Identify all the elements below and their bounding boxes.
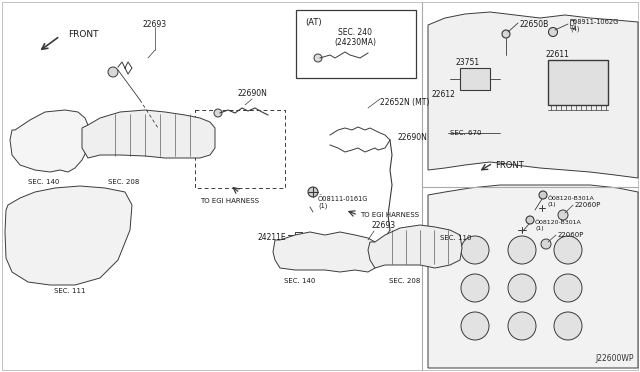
Circle shape — [554, 274, 582, 302]
Circle shape — [55, 146, 69, 160]
Circle shape — [50, 246, 70, 266]
Circle shape — [214, 109, 222, 117]
Text: FRONT: FRONT — [68, 30, 99, 39]
Text: (AT): (AT) — [305, 18, 322, 27]
Circle shape — [108, 67, 118, 77]
Circle shape — [526, 216, 534, 224]
Text: 23751: 23751 — [455, 58, 479, 67]
Text: J22600WP: J22600WP — [595, 354, 634, 363]
Polygon shape — [5, 186, 132, 285]
Text: 22060P: 22060P — [558, 232, 584, 238]
Circle shape — [50, 200, 70, 220]
Circle shape — [98, 210, 118, 230]
Text: FRONT: FRONT — [495, 160, 524, 170]
Circle shape — [25, 131, 39, 145]
Circle shape — [42, 157, 52, 167]
Circle shape — [25, 145, 39, 159]
Polygon shape — [10, 110, 90, 172]
Circle shape — [287, 257, 298, 267]
Circle shape — [554, 236, 582, 264]
Polygon shape — [428, 185, 638, 368]
Circle shape — [40, 126, 54, 140]
Circle shape — [461, 236, 489, 264]
Text: 22652N (MT): 22652N (MT) — [380, 98, 429, 107]
Polygon shape — [82, 110, 215, 158]
Text: TO EGI HARNESS: TO EGI HARNESS — [200, 198, 259, 204]
Text: Õ08120-B301A
(1): Õ08120-B301A (1) — [535, 220, 582, 231]
Text: 22650B: 22650B — [520, 20, 549, 29]
Circle shape — [508, 236, 536, 264]
Text: ⓝ: ⓝ — [570, 18, 576, 28]
Circle shape — [312, 257, 323, 269]
Circle shape — [75, 205, 95, 225]
Circle shape — [461, 312, 489, 340]
Circle shape — [502, 30, 510, 38]
Polygon shape — [273, 232, 378, 272]
Polygon shape — [428, 12, 638, 178]
Text: 22693: 22693 — [143, 20, 167, 29]
Text: SEC. 240
(24230MA): SEC. 240 (24230MA) — [334, 28, 376, 47]
Text: 22690N: 22690N — [237, 89, 267, 98]
Circle shape — [308, 187, 318, 197]
Circle shape — [539, 191, 547, 199]
Circle shape — [541, 239, 551, 249]
Bar — [296, 10, 416, 78]
Text: TO EGI HARNESS: TO EGI HARNESS — [360, 212, 419, 218]
Circle shape — [25, 205, 45, 225]
Circle shape — [25, 228, 45, 248]
Circle shape — [558, 210, 568, 220]
Circle shape — [50, 223, 70, 243]
Text: Õ08120-B301A
(1): Õ08120-B301A (1) — [548, 196, 595, 207]
Text: SEC. 670: SEC. 670 — [450, 130, 481, 136]
Text: 22693: 22693 — [372, 221, 396, 230]
Circle shape — [287, 243, 298, 253]
Text: 22612: 22612 — [432, 90, 456, 99]
Text: 24211E: 24211E — [257, 232, 286, 241]
Circle shape — [554, 312, 582, 340]
Text: 22611: 22611 — [545, 50, 569, 59]
Bar — [460, 68, 490, 90]
Text: 22690N: 22690N — [398, 134, 428, 142]
Text: SEC. 208: SEC. 208 — [389, 278, 420, 284]
Circle shape — [508, 274, 536, 302]
Circle shape — [300, 247, 310, 259]
Circle shape — [98, 233, 118, 253]
Circle shape — [508, 312, 536, 340]
Circle shape — [312, 243, 323, 253]
Bar — [548, 60, 608, 105]
Circle shape — [25, 250, 45, 270]
Text: SEC. 140: SEC. 140 — [284, 278, 316, 284]
Text: 22060P: 22060P — [575, 202, 602, 208]
Circle shape — [40, 141, 54, 155]
Circle shape — [461, 274, 489, 302]
Circle shape — [314, 54, 322, 62]
Circle shape — [324, 250, 335, 260]
Text: SEC. 140: SEC. 140 — [28, 179, 60, 185]
Text: SEC. 111: SEC. 111 — [54, 288, 86, 294]
Polygon shape — [368, 225, 462, 268]
Text: Õ08111-0161G
(1): Õ08111-0161G (1) — [318, 195, 369, 209]
Circle shape — [75, 228, 95, 248]
Text: SEC. 110: SEC. 110 — [440, 235, 472, 241]
Circle shape — [548, 28, 557, 36]
Circle shape — [75, 250, 95, 270]
Text: SEC. 208: SEC. 208 — [108, 179, 140, 185]
Circle shape — [55, 131, 69, 145]
Bar — [195, 110, 285, 188]
Text: ⓝ08911-1062G
(4): ⓝ08911-1062G (4) — [570, 18, 620, 32]
